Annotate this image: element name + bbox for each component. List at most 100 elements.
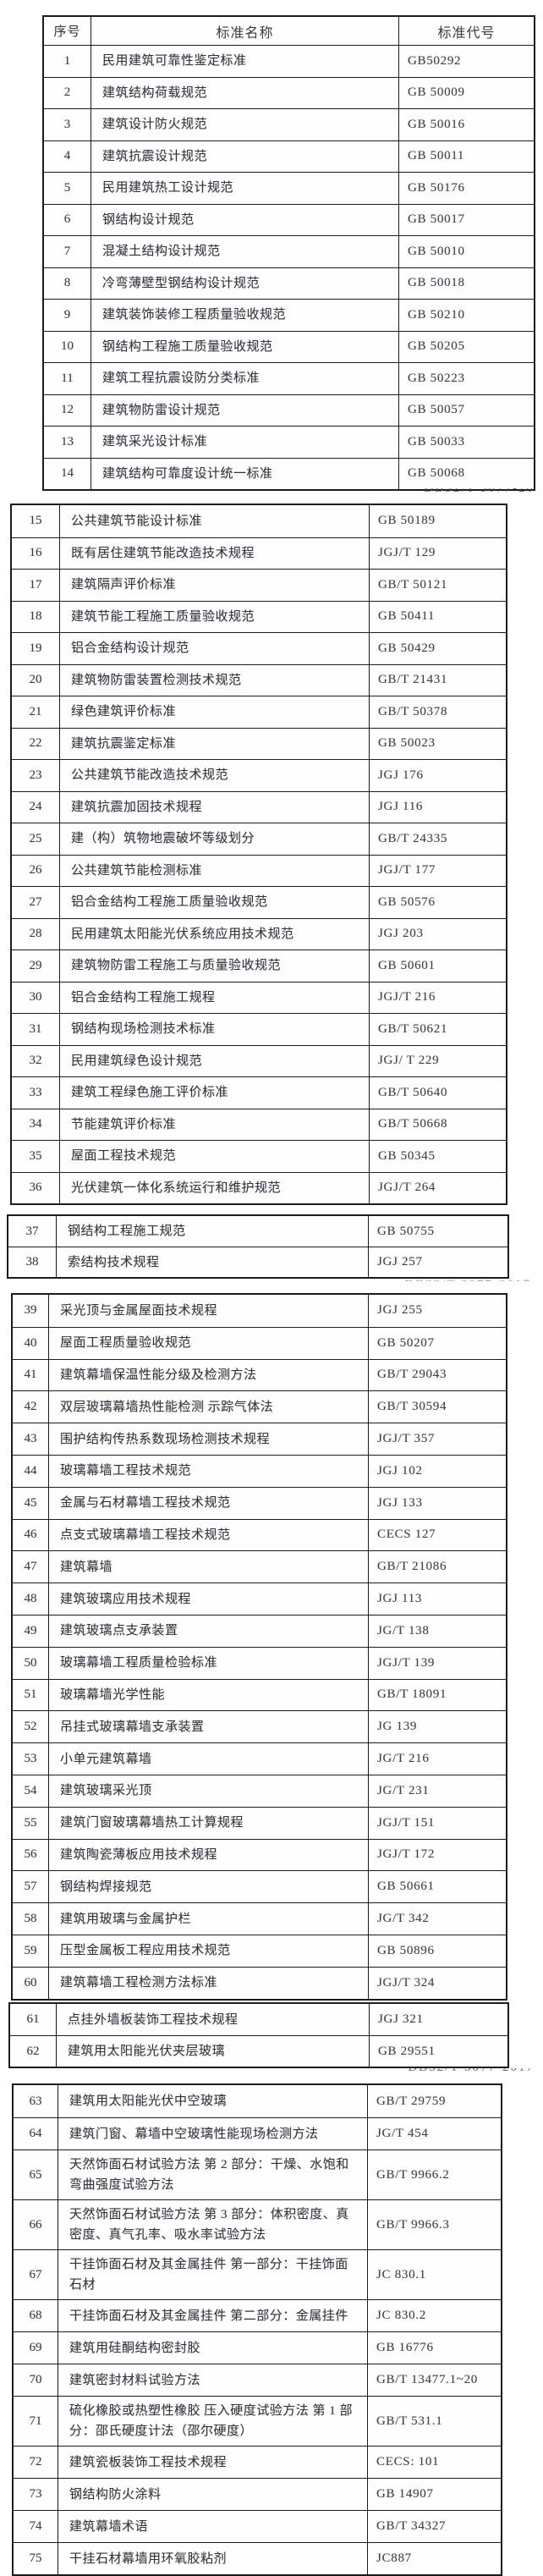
table-row: 32 民用建筑绿色设计规范 JGJ/ T 229 xyxy=(12,1044,506,1076)
row-code-cell: GB 50429 xyxy=(369,633,506,664)
table-row: 38 索结构技术规程 JGJ 257 xyxy=(8,1247,507,1277)
header-col-code: 标准代号 xyxy=(398,17,534,45)
row-index-cell: 66 xyxy=(29,2217,42,2232)
row-name-cell: 压型金属板工程应用技术规范 xyxy=(48,1935,368,1967)
row-index-cell: 2 xyxy=(63,85,71,100)
row-code-cell: JGJ/T 264 xyxy=(369,1172,506,1203)
row-code-cell: GB/T 29043 xyxy=(368,1359,506,1391)
row-code-cell: JGJ 133 xyxy=(368,1487,506,1519)
table-row: 10 钢结构工程施工质量验收规范 GB 50205 xyxy=(44,330,534,362)
row-code-cell: GB 50068 xyxy=(398,458,534,489)
row-code-cell: GB 14907 xyxy=(367,2479,501,2510)
row-index-cell: 52 xyxy=(24,1720,37,1734)
table-row: 62 建筑用太阳能光伏夹层玻璃 GB 29551 xyxy=(10,2035,507,2067)
row-index-cell: 74 xyxy=(29,2519,42,2533)
row-name-cell: 建筑抗震加固技术规程 xyxy=(59,791,369,823)
table-row: 41 建筑幕墙保温性能分级及检测方法 GB/T 29043 xyxy=(13,1358,506,1391)
table-row: 45 金属与石材幕墙工程技术规范 JGJ 133 xyxy=(13,1486,506,1519)
row-code-cell: GB/T 21431 xyxy=(369,664,506,696)
row-index-cell: 36 xyxy=(29,1181,42,1195)
table-row: 31 钢结构现场检测技术标准 GB/T 50621 xyxy=(12,1013,506,1045)
row-name-cell: 建筑幕墙 xyxy=(48,1551,368,1583)
table-row: 11 建筑工程抗震设防分类标准 GB 50223 xyxy=(44,362,534,394)
table-row: 26 公共建筑节能检测标准 JGJ/T 177 xyxy=(12,854,506,886)
table-row: 64 建筑门窗、幕墙中空玻璃性能现场检测方法 JG/T 454 xyxy=(14,2117,501,2149)
row-index-cell: 37 xyxy=(25,1224,39,1238)
row-index-cell: 4 xyxy=(63,149,71,163)
row-name-cell: 建筑用玻璃与金属护栏 xyxy=(48,1903,368,1935)
row-name-cell: 建（构）筑物地震破坏等级划分 xyxy=(59,823,369,855)
row-index-cell: 43 xyxy=(24,1432,37,1446)
row-name-cell: 建筑设计防火规范 xyxy=(90,109,398,140)
row-index-cell: 15 xyxy=(29,514,42,528)
row-index-cell: 47 xyxy=(24,1560,37,1574)
row-code-cell: GB 16776 xyxy=(367,2332,501,2364)
row-name-cell: 点挂外墙板装饰工程技术规程 xyxy=(56,2004,369,2035)
row-code-cell: JC887 xyxy=(367,2543,501,2574)
row-index-cell: 46 xyxy=(24,1527,37,1542)
row-name-cell: 天然饰面石材试验方法 第 3 部分：体积密度、真密度、真气孔率、吸水率试验方法 xyxy=(58,2200,367,2249)
row-name-cell: 干挂饰面石材及其金属挂件 第二部分：金属挂件 xyxy=(58,2300,367,2331)
row-index-cell: 22 xyxy=(29,736,42,751)
table-row: 40 屋面工程质量验收规范 GB 50207 xyxy=(13,1326,506,1359)
row-index-cell: 39 xyxy=(24,1303,37,1318)
row-index-cell: 23 xyxy=(29,768,42,782)
row-name-cell: 双层玻璃幕墙热性能检测 示踪气体法 xyxy=(48,1391,368,1423)
table-header-row: 序号 标准名称 标准代号 xyxy=(44,17,534,45)
table-row: 24 建筑抗震加固技术规程 JGJ 116 xyxy=(12,790,506,823)
row-index-cell: 32 xyxy=(29,1054,42,1068)
row-name-cell: 索结构技术规程 xyxy=(56,1247,368,1277)
row-index-cell: 70 xyxy=(29,2373,42,2386)
table-row: 52 吊挂式玻璃幕墙支承装置 JG 139 xyxy=(13,1710,506,1743)
row-index-cell: 33 xyxy=(29,1085,42,1099)
row-code-cell: GB/T 30594 xyxy=(368,1391,506,1423)
row-index-cell: 9 xyxy=(63,307,71,322)
row-name-cell: 光伏建筑一体化系统运行和维护规范 xyxy=(59,1172,369,1203)
row-index-cell: 25 xyxy=(29,831,42,845)
row-code-cell: JC 830.2 xyxy=(367,2300,501,2331)
row-index-cell: 45 xyxy=(24,1495,37,1510)
row-code-cell: GB/T 50668 xyxy=(369,1109,506,1140)
row-index-cell: 60 xyxy=(24,1975,37,1990)
table-row: 7 混凝土结构设计规范 GB 50010 xyxy=(44,235,534,267)
row-code-cell: GB/T 18091 xyxy=(368,1679,506,1711)
row-name-cell: 屋面工程质量验收规范 xyxy=(48,1327,368,1359)
table-row: 67 干挂饰面石材及其金属挂件 第一部分：干挂饰面石材 JC 830.1 xyxy=(14,2249,501,2299)
row-code-cell: GB 50189 xyxy=(369,505,506,537)
row-code-cell: JG/T 231 xyxy=(368,1775,506,1807)
table-row: 70 建筑密封材料试验方法 GB/T 13477.1~20 xyxy=(14,2364,501,2396)
row-name-cell: 建筑门窗、幕墙中空玻璃性能现场检测方法 xyxy=(58,2118,367,2149)
row-index-cell: 20 xyxy=(29,673,42,687)
row-index-cell: 49 xyxy=(24,1623,37,1638)
row-name-cell: 建筑隔声评价标准 xyxy=(59,570,369,601)
row-index-cell: 7 xyxy=(63,244,71,258)
table-row: 29 建筑物防雷工程施工与质量验收规范 GB 50601 xyxy=(12,949,506,982)
row-index-cell: 14 xyxy=(61,466,74,481)
row-index-cell: 40 xyxy=(24,1335,37,1350)
standards-table-segment-1: 序号 标准名称 标准代号 1 民用建筑可靠性鉴定标准 GB50292 2 建筑结构荷载规… xyxy=(42,15,535,491)
table-row: 12 建筑物防雷设计规范 GB 50057 xyxy=(44,394,534,426)
row-name-cell: 建筑用太阳能光伏夹层玻璃 xyxy=(56,2036,369,2067)
table-row: 68 干挂饰面石材及其金属挂件 第二部分：金属挂件 JC 830.2 xyxy=(14,2299,501,2331)
row-name-cell: 建筑幕墙保温性能分级及检测方法 xyxy=(48,1359,368,1391)
row-index-cell: 57 xyxy=(24,1880,37,1894)
row-code-cell: GB50292 xyxy=(398,46,534,77)
table-row: 59 压型金属板工程应用技术规范 GB 50896 xyxy=(13,1934,506,1967)
row-code-cell: GB/T 13477.1~20 xyxy=(367,2364,501,2396)
row-name-cell: 钢结构工程施工质量验收规范 xyxy=(90,331,398,362)
page-header-fragment-text: DB32/T 3077-2017 xyxy=(362,1277,531,1281)
row-index-cell: 53 xyxy=(24,1752,37,1766)
row-name-cell: 建筑玻璃采光顶 xyxy=(48,1775,368,1807)
row-index-cell: 61 xyxy=(26,2012,40,2026)
row-name-cell: 建筑结构荷载规范 xyxy=(90,77,398,108)
row-index-cell: 27 xyxy=(29,894,42,909)
row-code-cell: GB 50205 xyxy=(398,331,534,362)
row-name-cell: 玻璃幕墙工程质量检验标准 xyxy=(48,1647,368,1679)
row-index-cell: 73 xyxy=(29,2487,42,2501)
row-index-cell: 62 xyxy=(26,2044,40,2058)
row-name-cell: 围护结构传热系数现场检测技术规程 xyxy=(48,1423,368,1455)
table-row: 35 屋面工程技术规范 GB 50345 xyxy=(12,1140,506,1172)
row-code-cell: GB/T 50640 xyxy=(369,1077,506,1109)
table-row: 74 建筑幕墙术语 GB/T 34327 xyxy=(14,2510,501,2542)
